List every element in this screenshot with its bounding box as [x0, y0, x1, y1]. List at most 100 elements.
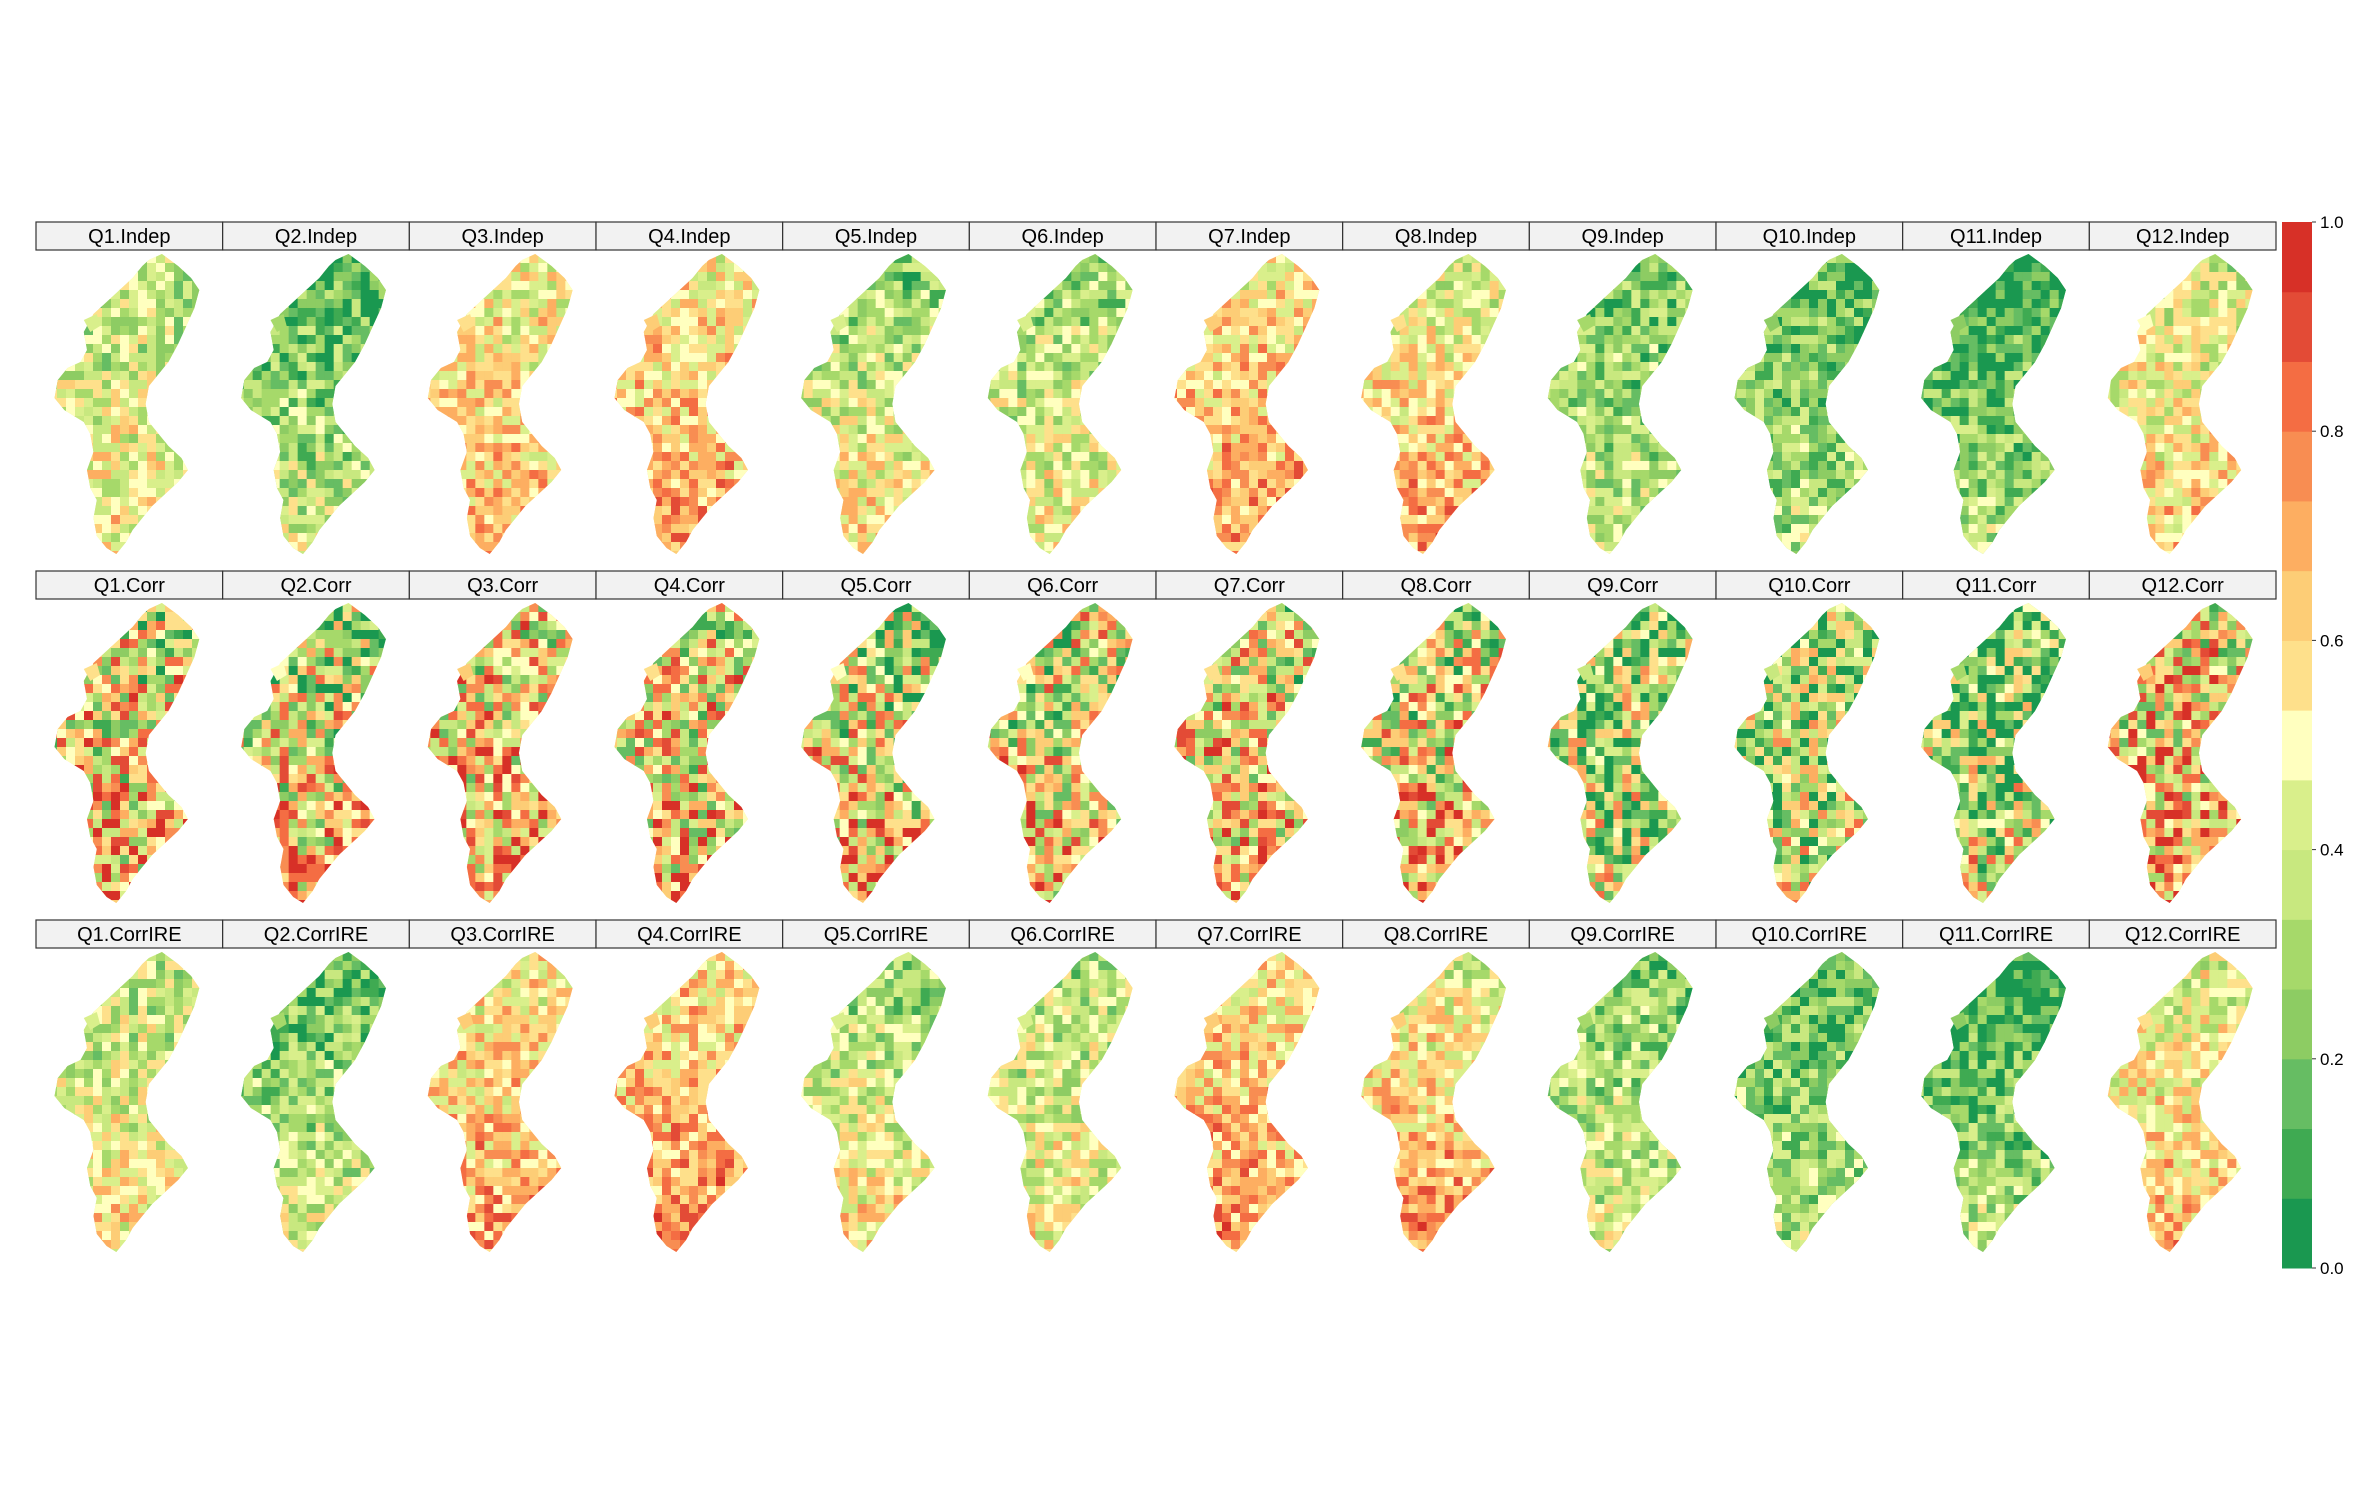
municipality-cell [957, 533, 967, 543]
municipality-cell [511, 533, 521, 543]
municipality-cell [812, 524, 823, 534]
municipality-cell [707, 515, 717, 525]
municipality-cell [201, 326, 211, 336]
municipality-cell [875, 389, 886, 399]
municipality-cell [848, 335, 859, 345]
municipality-cell [902, 317, 913, 327]
municipality-cell [1134, 407, 1144, 417]
municipality-cell [333, 371, 344, 381]
municipality-cell [57, 407, 67, 417]
municipality-cell [120, 290, 130, 300]
municipality-cell [626, 407, 636, 417]
municipality-cell [866, 533, 877, 543]
municipality-cell [1267, 488, 1277, 498]
municipality-cell [583, 434, 593, 444]
municipality-cell [920, 290, 931, 300]
municipality-cell [1426, 407, 1437, 417]
municipality-cell [360, 425, 371, 435]
municipality-cell [511, 263, 521, 273]
municipality-cell [644, 362, 654, 372]
municipality-cell [1330, 398, 1340, 408]
municipality-cell [1017, 479, 1027, 489]
municipality-cell [360, 335, 371, 345]
municipality-cell [192, 533, 200, 543]
municipality-cell [653, 434, 663, 444]
municipality-cell [920, 299, 931, 309]
municipality-cell [511, 515, 521, 525]
municipality-cell [1053, 290, 1063, 300]
municipality-cell [770, 497, 780, 507]
municipality-cell [241, 326, 245, 336]
municipality-cell [1017, 371, 1027, 381]
municipality-cell [1517, 290, 1527, 300]
municipality-cell [1330, 254, 1340, 264]
municipality-cell [466, 470, 476, 480]
municipality-cell [243, 353, 254, 363]
municipality-cell [938, 317, 946, 327]
municipality-cell [617, 353, 627, 363]
municipality-cell [1204, 326, 1214, 336]
municipality-cell [1444, 398, 1455, 408]
municipality-cell [1213, 308, 1223, 318]
municipality-cell [270, 497, 281, 507]
municipality-cell [111, 380, 121, 390]
municipality-cell [1390, 290, 1401, 300]
municipality-cell [165, 407, 175, 417]
municipality-cell [138, 533, 148, 543]
municipality-cell [360, 353, 371, 363]
municipality-cell [1195, 371, 1205, 381]
municipality-cell [457, 335, 467, 345]
municipality-cell [644, 389, 654, 399]
municipality-cell [626, 434, 636, 444]
municipality-cell [475, 551, 485, 554]
municipality-cell [547, 425, 557, 435]
municipality-cell [1258, 299, 1268, 309]
municipality-cell [397, 524, 407, 534]
municipality-cell [210, 380, 220, 390]
municipality-cell [680, 281, 690, 291]
municipality-cell [812, 515, 823, 525]
municipality-cell [520, 254, 530, 264]
municipality-cell [1026, 461, 1036, 471]
municipality-cell [990, 434, 1000, 444]
municipality-cell [1240, 470, 1250, 480]
municipality-cell [66, 461, 76, 471]
municipality-cell [1195, 362, 1205, 372]
municipality-cell [388, 479, 398, 489]
municipality-cell [902, 272, 913, 282]
municipality-cell [397, 506, 407, 516]
municipality-cell [1222, 479, 1232, 489]
municipality-cell [1399, 353, 1410, 363]
municipality-cell [1116, 353, 1126, 363]
municipality-cell [1125, 344, 1133, 354]
municipality-cell [990, 461, 1000, 471]
municipality-cell [333, 290, 344, 300]
municipality-cell [1435, 389, 1446, 399]
municipality-cell [734, 362, 744, 372]
municipality-cell [987, 425, 991, 435]
municipality-cell [716, 263, 726, 273]
municipality-cell [1213, 263, 1223, 273]
municipality-cell [707, 542, 717, 552]
map-panel: Q8.Indep [1342, 221, 1530, 554]
municipality-cell [243, 398, 254, 408]
municipality-cell [129, 272, 139, 282]
municipality-cell [990, 407, 1000, 417]
municipality-cell [520, 551, 530, 554]
municipality-cell [111, 461, 121, 471]
municipality-cell [1330, 470, 1340, 480]
municipality-cell [156, 290, 166, 300]
municipality-cell [884, 380, 895, 390]
municipality-cell [617, 371, 627, 381]
municipality-cell [1258, 461, 1268, 471]
municipality-cell [210, 290, 220, 300]
municipality-cell [884, 416, 895, 426]
municipality-cell [902, 326, 913, 336]
municipality-cell [484, 479, 494, 489]
municipality-cell [201, 506, 211, 516]
municipality-cell [1008, 335, 1018, 345]
municipality-cell [333, 461, 344, 471]
municipality-cell [1498, 344, 1506, 354]
municipality-cell [929, 317, 940, 327]
municipality-cell [734, 317, 744, 327]
